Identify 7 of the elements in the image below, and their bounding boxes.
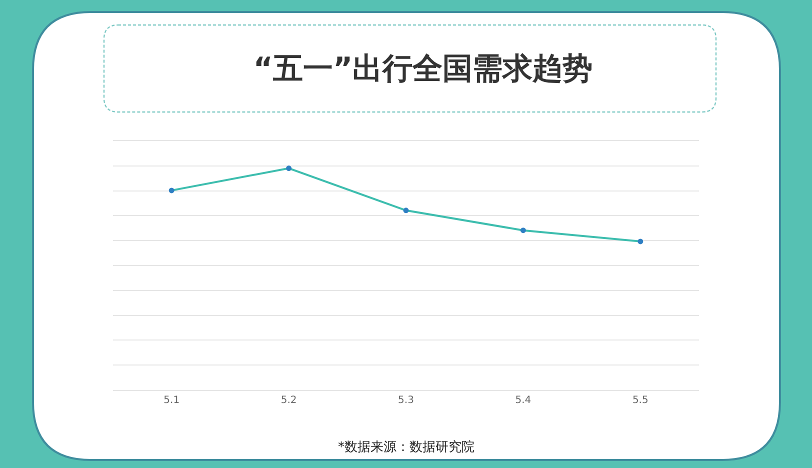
x-tick-label: 5.4 bbox=[515, 395, 532, 406]
x-tick-label: 5.5 bbox=[632, 395, 648, 406]
x-tick-label: 5.1 bbox=[164, 395, 180, 406]
x-tick-label: 5.2 bbox=[280, 395, 297, 406]
x-tick-label: 5.3 bbox=[398, 395, 414, 406]
chart-title: “五一”出行全国需求趋势 bbox=[253, 52, 593, 86]
text: *数据来源：数据研究院 bbox=[338, 440, 474, 455]
